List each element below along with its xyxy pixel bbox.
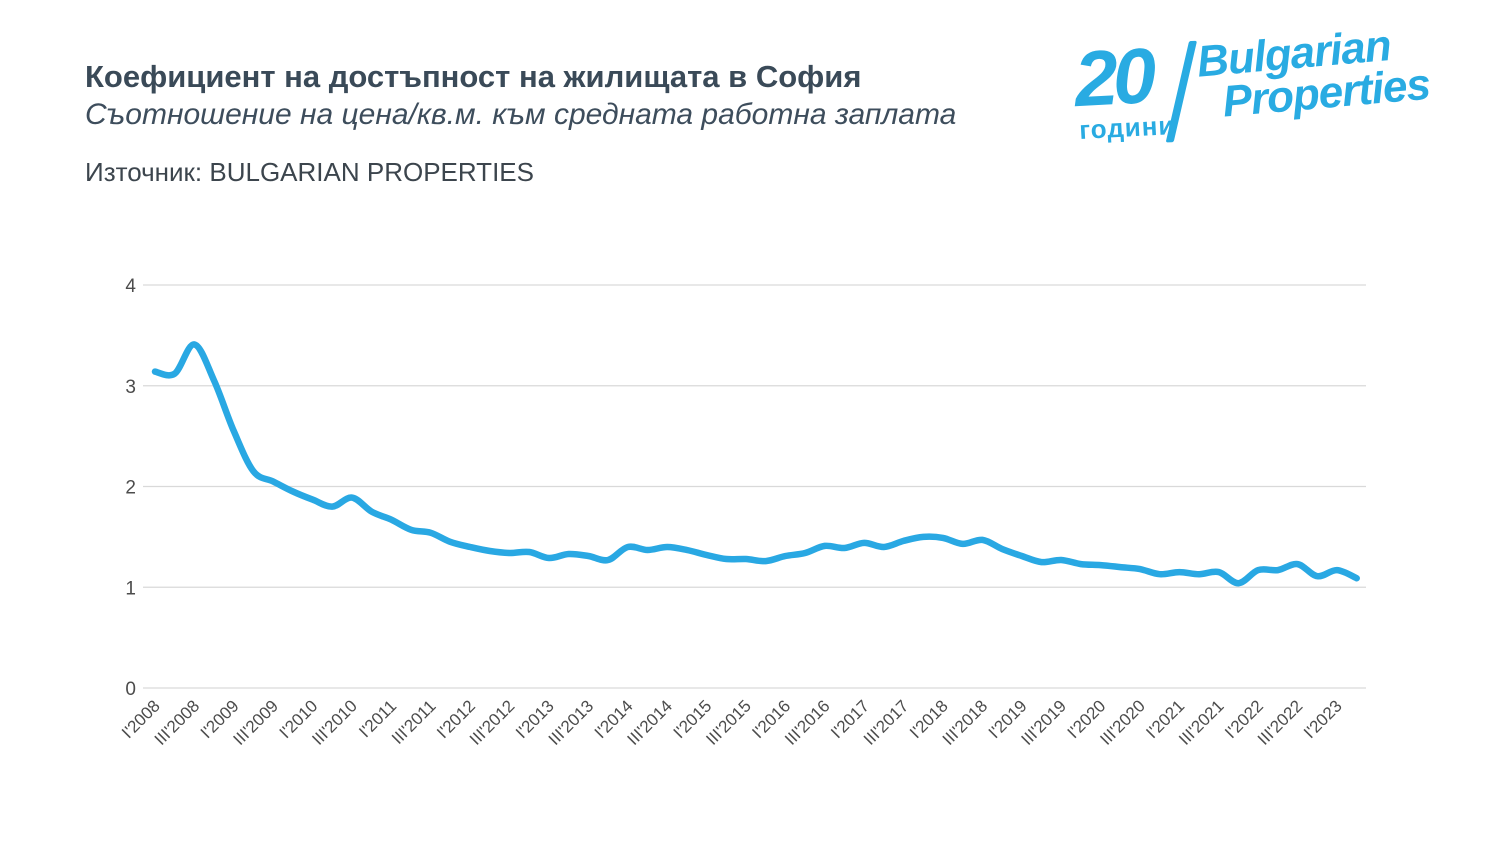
chart-header: Коефициент на достъпност на жилищата в С…	[85, 58, 1085, 188]
page-title: Коефициент на достъпност на жилищата в С…	[85, 59, 862, 94]
x-axis-tick-label: III'2022	[1254, 696, 1306, 748]
x-axis-tick-label: III'2010	[308, 696, 360, 748]
y-axis-tick-label: 0	[125, 679, 136, 700]
x-axis-tick-label: III'2014	[624, 696, 676, 748]
x-axis-tick-label: III'2012	[466, 696, 518, 748]
x-axis-tick-label: III'2016	[781, 696, 833, 748]
source-label: Източник: BULGARIAN PROPERTIES	[85, 157, 534, 188]
x-axis-tick-label: III'2009	[230, 696, 282, 748]
y-axis-tick-label: 2	[125, 478, 136, 499]
x-axis-tick-label: III'2018	[939, 696, 991, 748]
x-axis-tick-label: I'2023	[1300, 696, 1346, 742]
x-axis-tick-label: III'2015	[702, 696, 754, 748]
x-axis-tick-label: III'2017	[860, 696, 912, 748]
y-axis-tick-label: 3	[125, 377, 136, 398]
x-axis-tick-label: III'2021	[1175, 696, 1227, 748]
x-axis-tick-label: III'2020	[1096, 696, 1148, 748]
x-axis-tick-label: III'2013	[545, 696, 597, 748]
affordability-ratio-line	[151, 341, 1360, 587]
x-axis-tick-label: III'2019	[1018, 696, 1070, 748]
page-subtitle: Съотношение на цена/кв.м. към средната р…	[85, 97, 957, 131]
y-axis-tick-label: 4	[125, 276, 136, 297]
x-axis-tick-label: III'2008	[151, 696, 203, 748]
x-axis-tick-label: III'2011	[388, 696, 440, 748]
y-axis-tick-label: 1	[125, 578, 136, 599]
